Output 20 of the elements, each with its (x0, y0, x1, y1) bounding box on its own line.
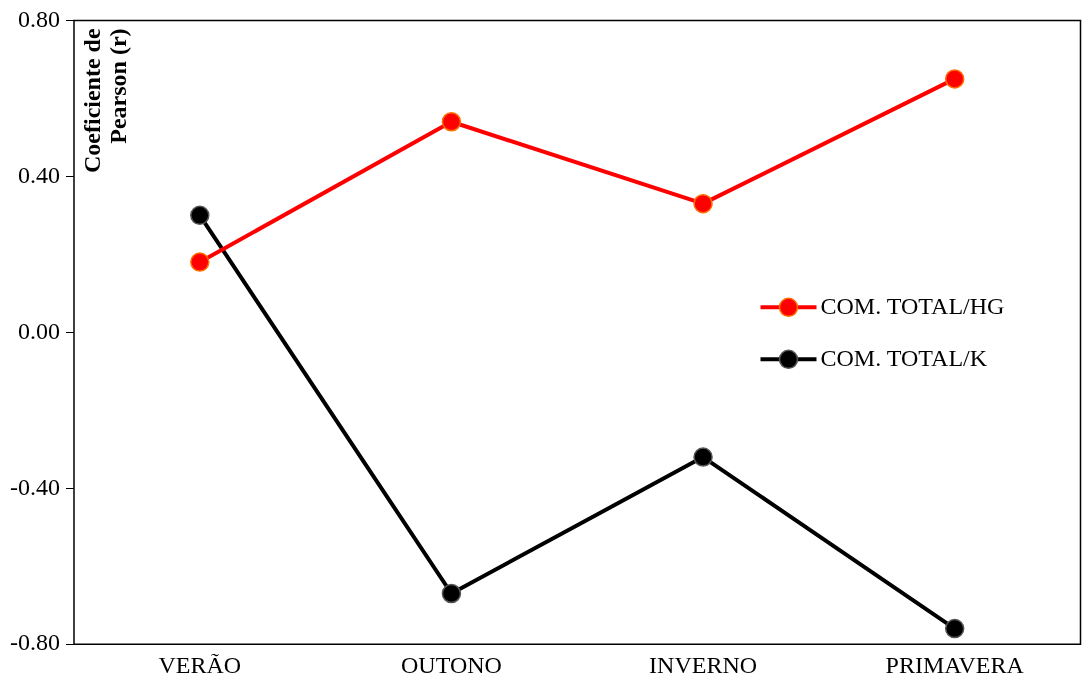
y-tick-label: 0.40 (17, 161, 60, 188)
x-tick-label: PRIMAVERA (885, 651, 1025, 678)
point (693, 447, 713, 467)
legend-label: COM. TOTAL/HG (820, 292, 1005, 319)
point (944, 618, 965, 639)
point (944, 69, 965, 89)
point (441, 583, 462, 604)
x-tick-label: OUTONO (400, 651, 502, 678)
x-tick-label: INVERNO (649, 651, 758, 678)
point (693, 193, 713, 214)
y-tick-label: -0.80 (9, 629, 60, 656)
legend-label: COM. TOTAL/K (820, 344, 988, 371)
y-tick-label: -0.40 (9, 473, 60, 500)
x-tick-label: VERÃO (158, 651, 242, 678)
y-tick-label: 0.00 (17, 317, 60, 344)
point (441, 112, 462, 132)
point (190, 205, 210, 226)
y-axis-title: Coeficiente de Pearson (r) (79, 28, 132, 174)
y-tick-label: 0.80 (17, 5, 60, 32)
point (190, 252, 210, 272)
